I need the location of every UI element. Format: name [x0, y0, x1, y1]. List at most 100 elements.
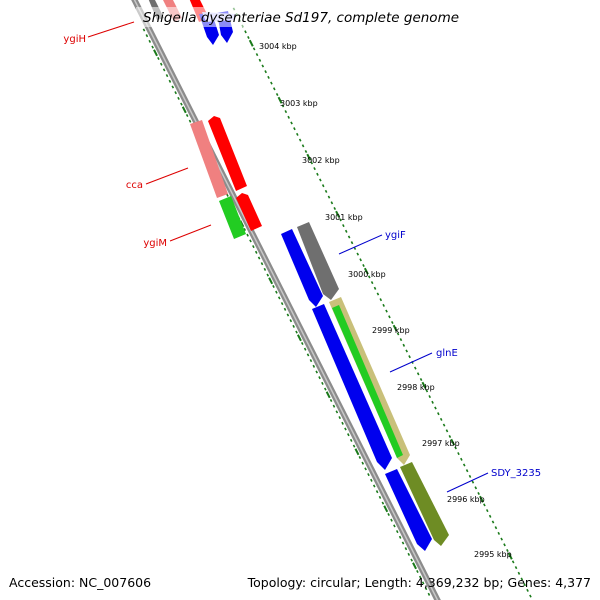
genome-backbone-highlight [133, 0, 439, 600]
minor-tick [286, 313, 290, 317]
minor-tick [319, 178, 322, 182]
kbp-label: 2995 kbp [474, 550, 512, 559]
minor-tick [428, 395, 432, 399]
major-tick [335, 210, 341, 218]
minor-tick [330, 201, 334, 205]
gene-label-ygih[interactable]: ygiH [63, 34, 86, 45]
minor-tick [421, 581, 425, 585]
gene-label-ygif[interactable]: ygiF [385, 230, 406, 241]
minor-tick [283, 307, 287, 311]
gene-feature[interactable] [219, 196, 246, 239]
minor-tick [514, 566, 518, 570]
minor-tick [292, 324, 295, 328]
minor-tick [341, 421, 344, 425]
minor-tick [174, 91, 177, 95]
minor-tick [372, 484, 376, 488]
minor-tick [434, 406, 437, 410]
minor-tick [442, 423, 446, 427]
major-tick [277, 96, 283, 104]
minor-tick [398, 535, 402, 539]
minor-tick [246, 233, 249, 237]
minor-tick [338, 416, 342, 420]
gene-feature[interactable] [385, 469, 432, 551]
minor-tick [264, 70, 267, 74]
minor-tick [483, 503, 486, 507]
minor-tick [324, 387, 327, 391]
minor-tick [254, 250, 258, 254]
minor-tick [395, 530, 399, 534]
minor-tick [393, 524, 396, 528]
minor-tick [491, 520, 495, 524]
kbp-label: 3004 kbp [259, 42, 297, 51]
minor-tick [427, 592, 431, 596]
minor-tick [148, 39, 152, 43]
gene-label-cca[interactable]: cca [126, 180, 143, 191]
major-tick [306, 153, 312, 161]
minor-tick [523, 583, 526, 587]
minor-tick [404, 547, 408, 551]
gene-feature[interactable] [297, 222, 339, 300]
minor-tick [385, 309, 388, 313]
minor-tick [503, 543, 506, 547]
gene-feature[interactable] [312, 304, 392, 470]
minor-tick [402, 343, 406, 347]
kbp-label: 2996 kbp [447, 495, 485, 504]
minor-tick [171, 85, 175, 89]
minor-tick [180, 102, 183, 106]
minor-tick [375, 490, 379, 494]
minor-tick [474, 486, 478, 490]
minor-tick [352, 444, 356, 448]
minor-tick [485, 509, 489, 513]
minor-tick [347, 235, 351, 239]
minor-tick [344, 229, 348, 233]
gene-labels: ygiH cca ygiM ygiF glnE SDY_3235 [63, 34, 541, 479]
minor-tick [347, 433, 350, 437]
minor-tick [419, 377, 423, 382]
tick-track-right [232, 7, 532, 598]
minor-tick [335, 410, 339, 414]
minor-tick [289, 319, 293, 323]
minor-tick [159, 62, 163, 66]
gene-label-glne[interactable]: glnE [436, 348, 458, 359]
minor-tick [267, 75, 270, 79]
major-tick [392, 324, 398, 332]
minor-tick [310, 161, 314, 165]
major-tick [153, 49, 158, 57]
minor-tick [488, 514, 492, 518]
minor-tick [506, 548, 509, 553]
minor-tick [526, 588, 529, 592]
minor-tick [342, 224, 345, 228]
gene-label-ygim[interactable]: ygiM [143, 238, 167, 249]
kbp-label: 3003 kbp [280, 99, 318, 108]
minor-tick [275, 290, 278, 294]
minor-tick [418, 575, 422, 579]
gene-feature[interactable] [332, 305, 403, 458]
major-tick [363, 267, 369, 275]
gene-feature[interactable] [281, 229, 323, 307]
minor-tick [313, 167, 316, 171]
minor-tick [370, 478, 373, 482]
major-tick [268, 277, 274, 285]
minor-tick [364, 467, 367, 471]
minor-tick [407, 552, 411, 556]
minor-tick [315, 370, 318, 374]
gene-feature[interactable] [400, 462, 449, 546]
minor-tick [382, 303, 385, 307]
minor-tick [145, 34, 149, 38]
gene-feature[interactable] [190, 120, 228, 198]
gene-feature[interactable] [208, 116, 247, 191]
gene-label-sdy-3235[interactable]: SDY_3235 [491, 468, 541, 479]
gene-feature[interactable] [236, 193, 262, 231]
minor-tick [295, 330, 298, 334]
minor-tick [460, 457, 463, 461]
accession-text: Accession: NC_007606 [9, 575, 152, 590]
minor-tick [414, 366, 417, 370]
major-tick [450, 438, 456, 446]
minor-tick [390, 518, 393, 522]
genome-title: Shigella dysenteriae Sd197, complete gen… [143, 10, 459, 26]
minor-tick [462, 463, 466, 467]
title-backdrop [136, 7, 464, 27]
minor-tick [327, 195, 331, 199]
